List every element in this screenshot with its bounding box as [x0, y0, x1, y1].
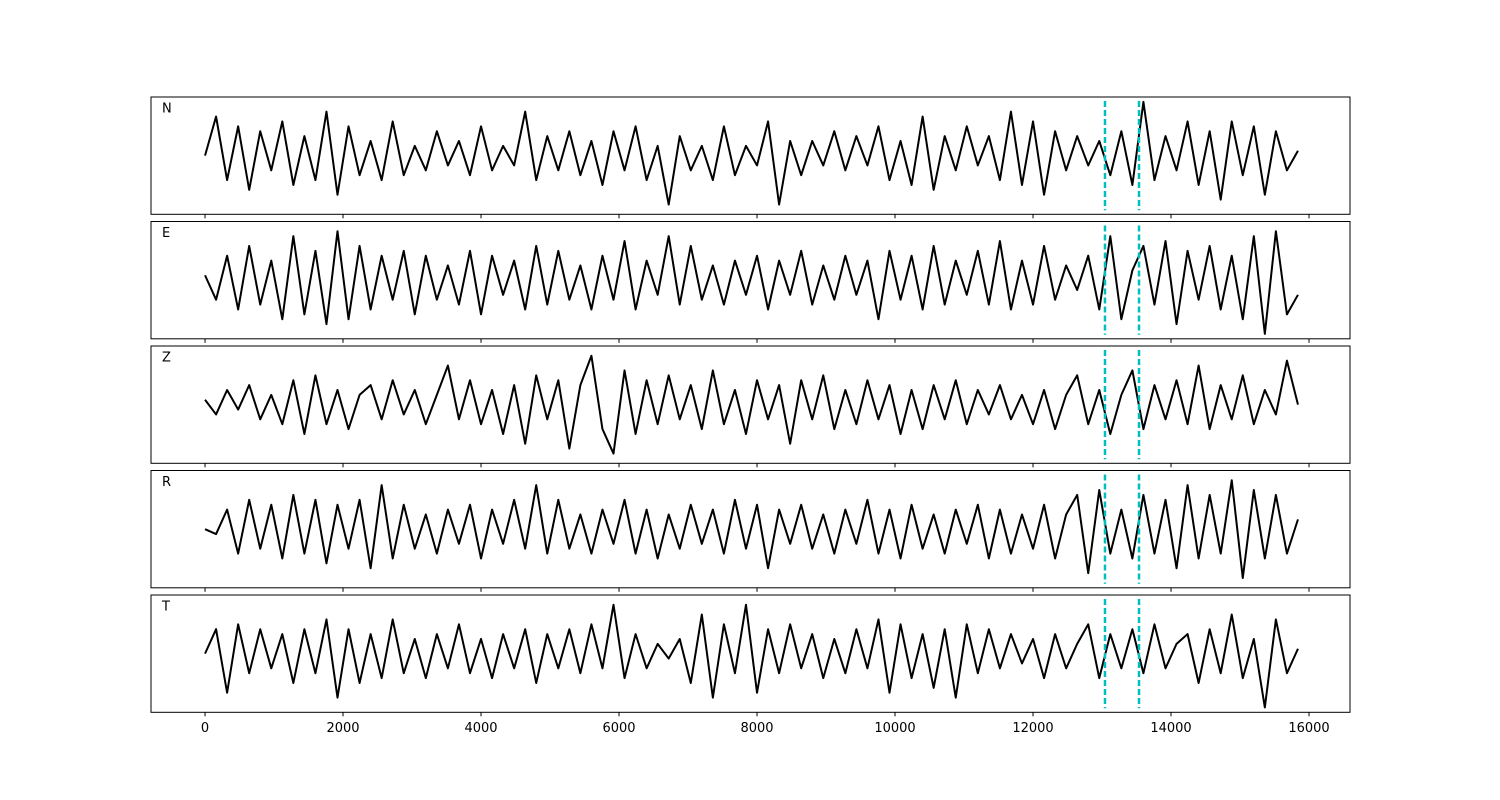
waveform [204, 354, 1299, 455]
waveform [204, 603, 1299, 709]
panel-frame [150, 345, 1351, 464]
waveform [204, 479, 1299, 580]
x-tick-label: 12000 [1012, 721, 1053, 736]
x-tick-label: 6000 [602, 721, 635, 736]
x-tick-label: 0 [201, 721, 209, 736]
x-tick-label: 10000 [874, 721, 915, 736]
panel-label: Z [162, 351, 171, 366]
x-tick-label: 14000 [1150, 721, 1191, 736]
panel-label: T [161, 600, 170, 615]
x-tick-label: 2000 [326, 721, 359, 736]
x-tick-label: 4000 [464, 721, 497, 736]
panel-frame [150, 470, 1351, 589]
panel-label: E [162, 226, 170, 241]
x-tick-label: 16000 [1288, 721, 1329, 736]
panel-label: R [162, 475, 171, 490]
waveform [204, 230, 1299, 335]
panel-label: N [162, 102, 172, 117]
panel-frame [150, 594, 1351, 713]
panel-frame [150, 221, 1351, 340]
waveform [204, 100, 1299, 206]
panel-frame [150, 96, 1351, 215]
x-tick-label: 8000 [740, 721, 773, 736]
